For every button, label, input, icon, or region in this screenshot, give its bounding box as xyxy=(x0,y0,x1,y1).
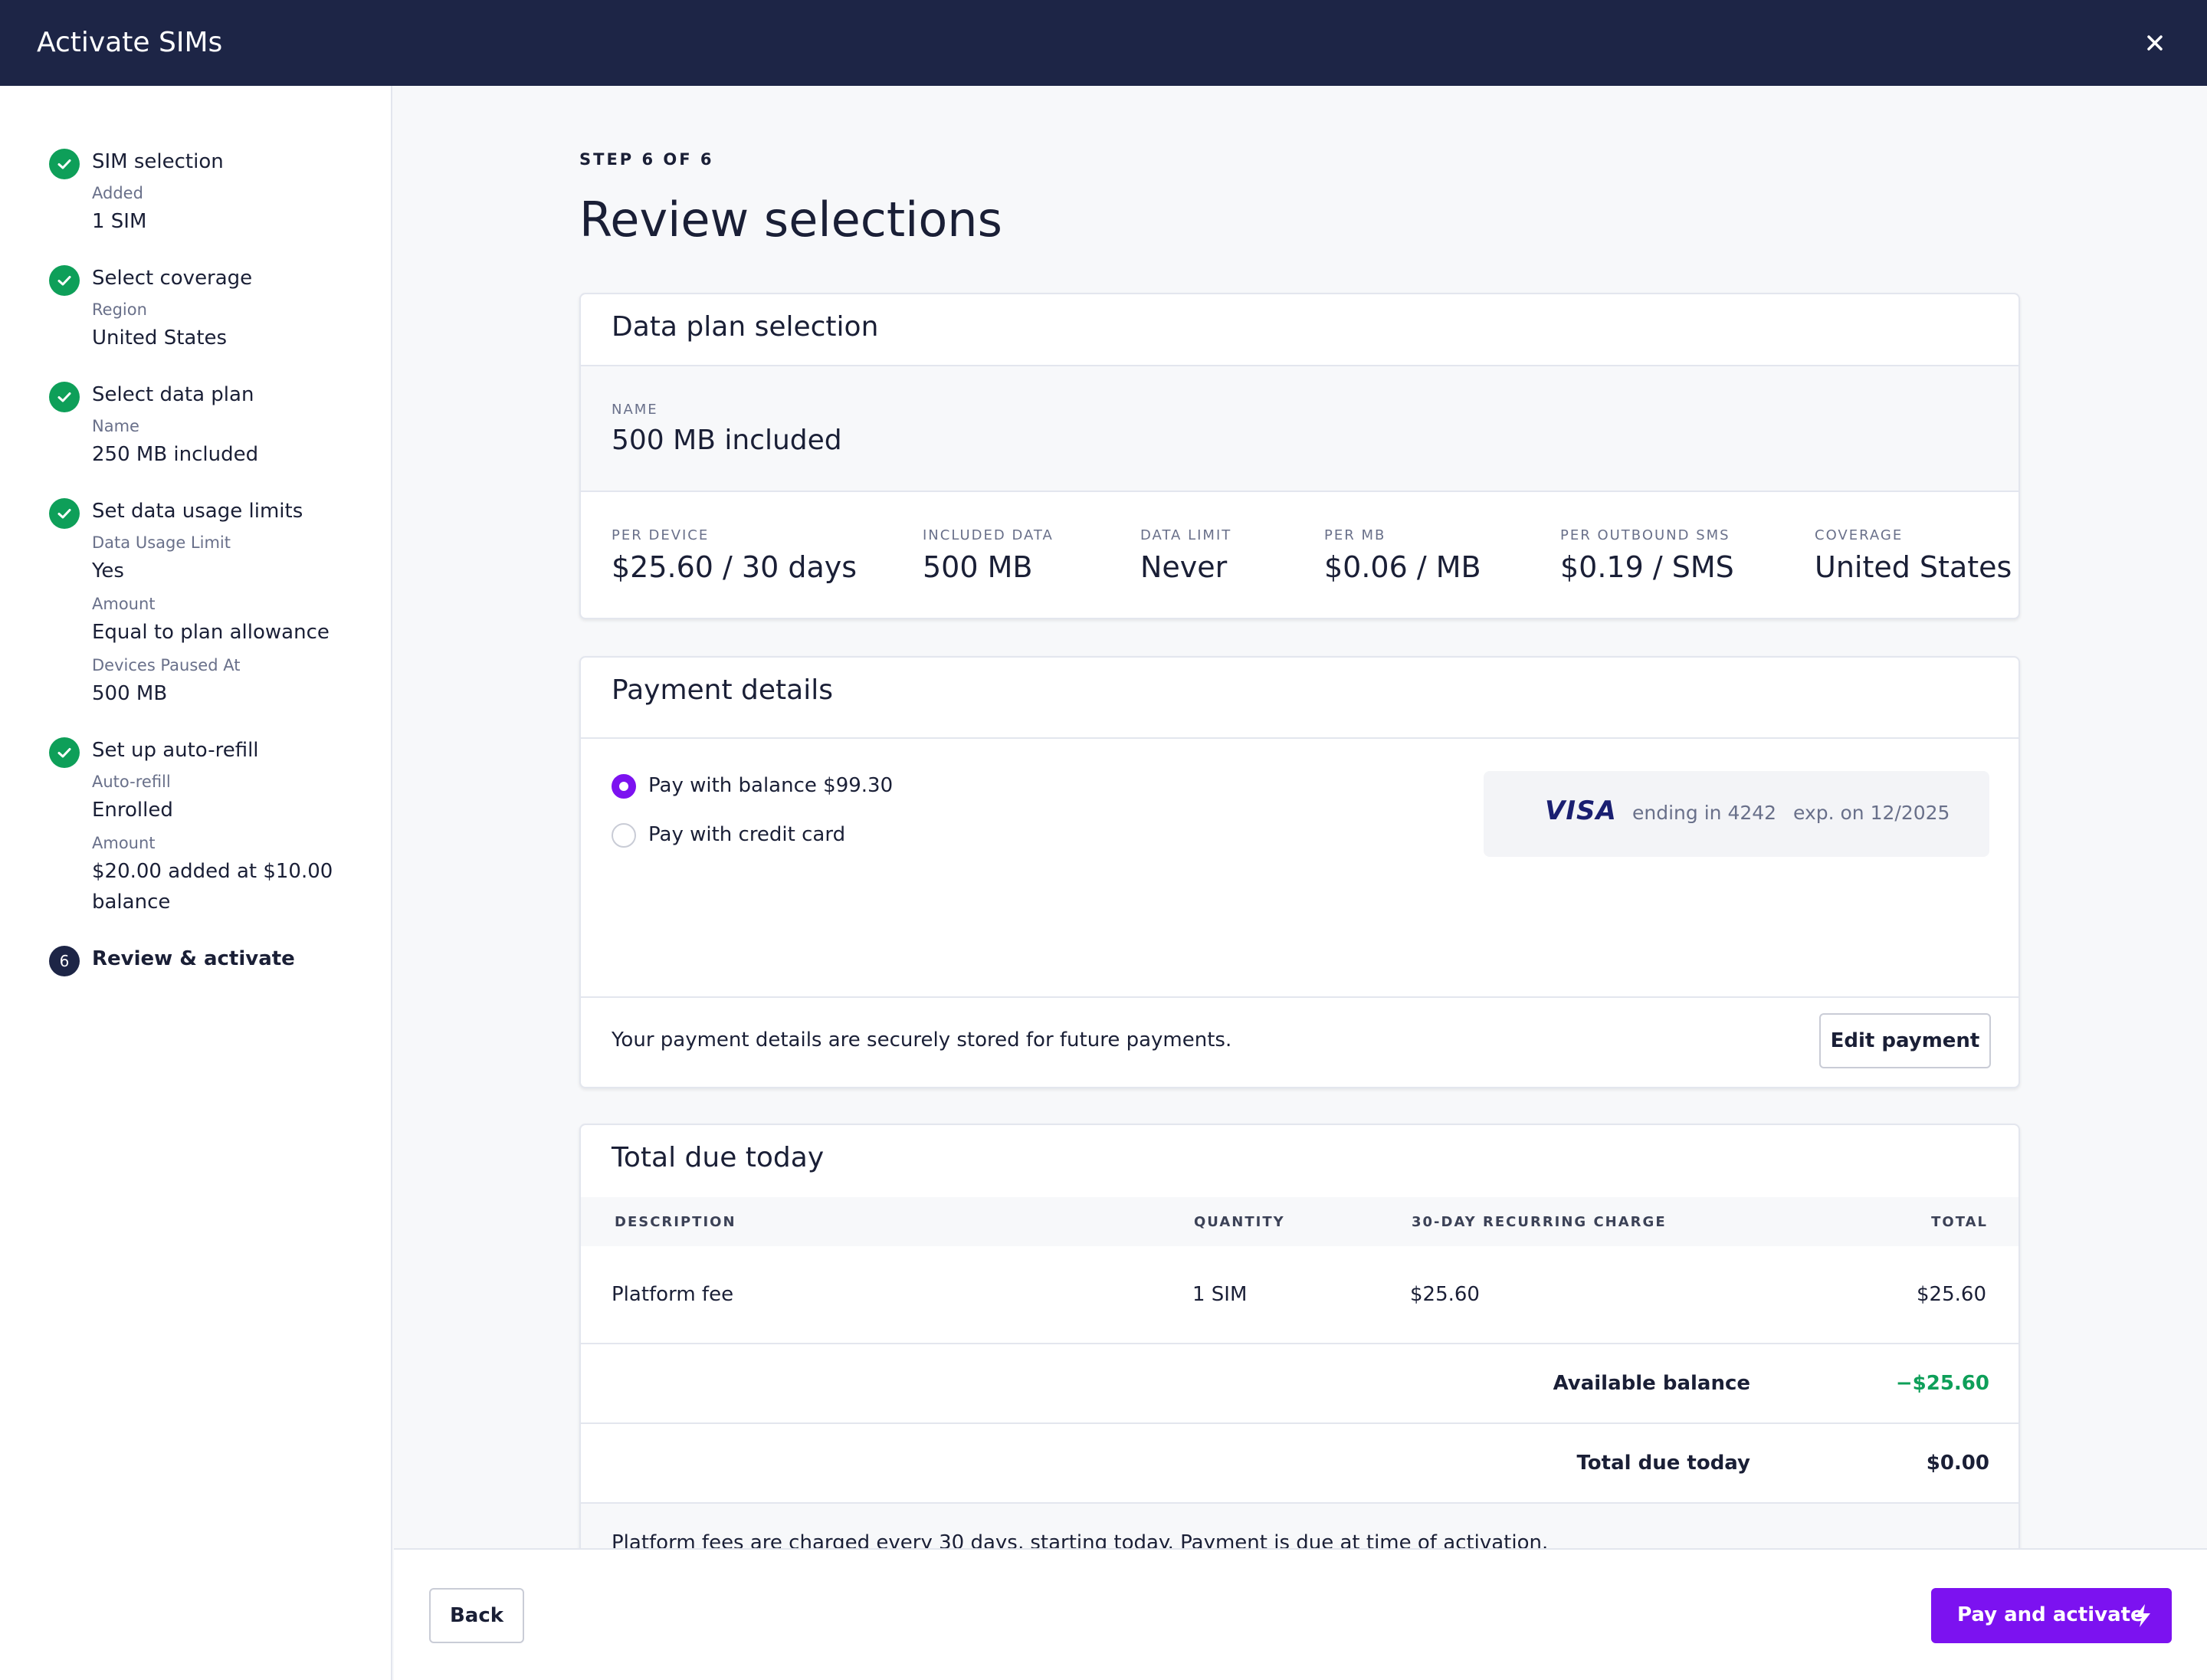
step-detail-value: 250 MB included xyxy=(92,443,259,466)
visa-logo: VISA xyxy=(1545,796,1617,826)
check-icon xyxy=(49,149,80,179)
column-header: TOTAL xyxy=(1931,1214,1988,1230)
column-header: DESCRIPTION xyxy=(615,1214,736,1230)
available-balance-value: −$25.60 xyxy=(1895,1372,1989,1395)
divider xyxy=(581,365,2018,366)
check-icon xyxy=(49,737,80,768)
steps-sidebar: SIM selection Added 1 SIM Select coverag… xyxy=(0,86,392,1680)
step-detail-value: 1 SIM xyxy=(92,210,147,233)
stat-value: Never xyxy=(1140,550,1228,584)
page-title: Review selections xyxy=(579,192,1002,248)
pay-with-balance-radio[interactable] xyxy=(612,774,636,799)
pay-and-activate-button[interactable]: Pay and activate xyxy=(1931,1588,2172,1643)
step-detail-label: Auto-refill xyxy=(92,773,171,791)
stat-value: 500 MB xyxy=(923,550,1033,584)
divider xyxy=(581,1343,2018,1344)
plan-name-value: 500 MB included xyxy=(612,425,842,456)
lightning-icon xyxy=(2132,1603,2153,1633)
step-title: Set up auto-refill xyxy=(92,739,259,762)
step-title: Set data usage limits xyxy=(92,500,303,523)
step-detail-label: Data Usage Limit xyxy=(92,533,231,552)
stat-value: United States xyxy=(1815,550,2012,584)
plan-name-label: NAME xyxy=(612,402,658,418)
step-detail-label: Amount xyxy=(92,595,156,613)
step-detail-value: Yes xyxy=(92,559,124,582)
step-detail-label: Added xyxy=(92,184,143,202)
step-detail-value: $20.00 added at $10.00 xyxy=(92,860,333,883)
divider xyxy=(581,1502,2018,1504)
divider xyxy=(581,1422,2018,1424)
pay-with-credit-card-radio[interactable] xyxy=(612,823,636,848)
step-detail-label: Amount xyxy=(92,834,156,852)
edit-payment-button[interactable]: Edit payment xyxy=(1819,1013,1991,1068)
step-detail-label: Region xyxy=(92,300,147,319)
column-header: 30-DAY RECURRING CHARGE xyxy=(1412,1214,1667,1230)
row-total: $25.60 xyxy=(1917,1283,1986,1306)
pay-with-credit-card-label[interactable]: Pay with credit card xyxy=(648,823,846,846)
check-icon xyxy=(49,265,80,296)
stat-label: COVERAGE xyxy=(1815,527,1904,543)
step-title: SIM selection xyxy=(92,150,224,173)
card-expiry: exp. on 12/2025 xyxy=(1793,802,1950,824)
stat-label: PER DEVICE xyxy=(612,527,710,543)
total-due-card: Total due today DESCRIPTION QUANTITY 30-… xyxy=(579,1124,2020,1583)
step-number-badge: 6 xyxy=(49,946,80,976)
available-balance-label: Available balance xyxy=(1553,1372,1750,1395)
row-description: Platform fee xyxy=(612,1283,734,1306)
card-heading: Payment details xyxy=(612,674,833,706)
step-detail-value: Enrolled xyxy=(92,799,173,822)
divider xyxy=(581,491,2018,492)
plan-name-section xyxy=(581,366,2018,491)
step-detail-value: Equal to plan allowance xyxy=(92,621,330,644)
row-charge: $25.60 xyxy=(1410,1283,1480,1306)
divider xyxy=(581,737,2018,739)
card-heading: Data plan selection xyxy=(612,311,879,343)
stat-label: DATA LIMIT xyxy=(1140,527,1232,543)
payment-details-card: Payment details Pay with balance $99.30 … xyxy=(579,656,2020,1088)
divider xyxy=(581,996,2018,998)
pay-and-activate-label: Pay and activate xyxy=(1957,1603,2144,1626)
data-plan-card: Data plan selection NAME 500 MB included… xyxy=(579,293,2020,619)
modal-title: Activate SIMs xyxy=(37,27,223,58)
check-icon xyxy=(49,382,80,412)
card-ending: ending in 4242 xyxy=(1632,802,1777,824)
saved-card: VISA ending in 4242 exp. on 12/2025 xyxy=(1484,771,1989,857)
stat-value: $25.60 / 30 days xyxy=(612,550,858,584)
stat-label: PER OUTBOUND SMS xyxy=(1560,527,1730,543)
close-icon[interactable] xyxy=(2140,28,2170,58)
total-due-value: $0.00 xyxy=(1926,1452,1989,1475)
stat-label: PER MB xyxy=(1324,527,1386,543)
stat-value: $0.06 / MB xyxy=(1324,550,1481,584)
payment-storage-note: Your payment details are securely stored… xyxy=(612,1029,1232,1052)
check-icon xyxy=(49,498,80,529)
card-heading: Total due today xyxy=(612,1142,825,1173)
step-title: Select coverage xyxy=(92,267,253,290)
back-button[interactable]: Back xyxy=(429,1588,524,1643)
row-quantity: 1 SIM xyxy=(1192,1283,1248,1306)
step-detail-label: Devices Paused At xyxy=(92,656,241,674)
header-bar: Activate SIMs xyxy=(0,0,2207,86)
step-detail-value: 500 MB xyxy=(92,682,168,705)
footer-bar: Back Pay and activate xyxy=(394,1548,2207,1680)
step-title: Review & activate xyxy=(92,947,295,970)
stat-value: $0.19 / SMS xyxy=(1560,550,1734,584)
stat-label: INCLUDED DATA xyxy=(923,527,1054,543)
step-title: Select data plan xyxy=(92,383,254,406)
step-detail-value: United States xyxy=(92,326,228,349)
column-header: QUANTITY xyxy=(1194,1214,1285,1230)
step-detail-value: balance xyxy=(92,891,171,914)
pay-with-balance-label[interactable]: Pay with balance $99.30 xyxy=(648,774,894,797)
total-due-label: Total due today xyxy=(1576,1452,1750,1475)
step-indicator: STEP 6 OF 6 xyxy=(579,150,714,169)
table-header-row xyxy=(581,1197,2018,1246)
step-detail-label: Name xyxy=(92,417,139,435)
